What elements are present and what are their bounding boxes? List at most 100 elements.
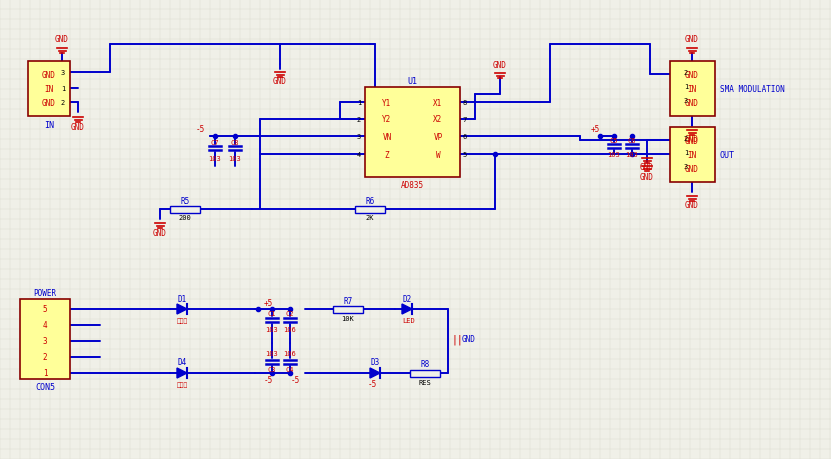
Text: 5: 5 — [42, 305, 47, 314]
Bar — [365, 88, 460, 178]
Text: 7: 7 — [463, 117, 467, 123]
Text: 103: 103 — [229, 156, 241, 162]
Text: IN: IN — [687, 84, 696, 93]
Text: AD835: AD835 — [401, 180, 424, 189]
Text: OUT: OUT — [720, 150, 735, 159]
Text: 5: 5 — [463, 151, 467, 157]
Text: VN: VN — [382, 132, 391, 141]
Text: U1: U1 — [407, 77, 417, 86]
Polygon shape — [402, 304, 412, 314]
Text: C2: C2 — [286, 310, 294, 316]
Polygon shape — [177, 368, 187, 378]
Text: 8: 8 — [463, 100, 467, 106]
Text: 二极管: 二极管 — [176, 318, 188, 323]
Text: 103: 103 — [266, 326, 278, 332]
Text: C1: C1 — [268, 310, 276, 316]
Text: ||: || — [452, 334, 464, 345]
Bar — [670, 62, 715, 117]
Bar — [410, 369, 440, 377]
Text: 10K: 10K — [342, 315, 354, 321]
Text: RES: RES — [419, 379, 431, 385]
Text: 二极管: 二极管 — [176, 381, 188, 387]
Text: GND: GND — [685, 70, 699, 79]
Text: GND: GND — [685, 135, 699, 144]
Text: 2: 2 — [684, 136, 688, 142]
Text: 3: 3 — [42, 337, 47, 346]
Text: 6: 6 — [463, 134, 467, 140]
Text: GND: GND — [153, 229, 167, 238]
Text: GND: GND — [685, 35, 699, 45]
Text: 3: 3 — [61, 70, 65, 76]
Text: C5: C5 — [610, 138, 618, 144]
Text: GND: GND — [640, 172, 654, 181]
Text: +5: +5 — [590, 124, 600, 133]
Text: 4: 4 — [42, 321, 47, 330]
Text: 106: 106 — [283, 350, 297, 356]
Text: GND: GND — [273, 77, 287, 86]
Text: R8: R8 — [420, 360, 430, 369]
Text: 3: 3 — [356, 134, 361, 140]
Text: -5: -5 — [290, 375, 300, 385]
Text: VP: VP — [434, 132, 443, 141]
Text: 200: 200 — [179, 214, 191, 220]
Bar — [333, 306, 363, 313]
Text: 1: 1 — [61, 86, 65, 92]
Text: 2: 2 — [356, 117, 361, 123]
Text: R6: R6 — [366, 197, 375, 206]
Text: D2: D2 — [402, 294, 411, 303]
Text: 2: 2 — [61, 100, 65, 106]
Text: 103: 103 — [626, 151, 638, 157]
Text: GND: GND — [55, 35, 69, 45]
Text: C6: C6 — [627, 138, 637, 144]
Text: 103: 103 — [209, 156, 221, 162]
Bar — [28, 62, 70, 117]
Text: 1: 1 — [42, 369, 47, 378]
Polygon shape — [370, 368, 380, 378]
Text: GND: GND — [42, 98, 56, 107]
Text: 103: 103 — [266, 350, 278, 356]
Bar — [355, 206, 385, 213]
Text: CON5: CON5 — [35, 383, 55, 392]
Text: -5: -5 — [195, 125, 204, 134]
Text: 103: 103 — [607, 151, 621, 157]
Text: -5: -5 — [263, 375, 273, 385]
Text: GND: GND — [685, 98, 699, 107]
Text: D1: D1 — [177, 294, 187, 303]
Text: 1: 1 — [684, 150, 688, 156]
Polygon shape — [177, 304, 187, 314]
Text: GND: GND — [493, 61, 507, 69]
Text: SMA MODULATION: SMA MODULATION — [720, 84, 784, 93]
Text: 4: 4 — [356, 151, 361, 157]
Text: R5: R5 — [180, 197, 189, 206]
Text: C7: C7 — [211, 140, 219, 146]
Bar — [170, 206, 200, 213]
Text: C8: C8 — [231, 140, 239, 146]
Text: X2: X2 — [434, 115, 443, 124]
Text: 2: 2 — [42, 353, 47, 362]
Text: 1: 1 — [356, 100, 361, 106]
Text: C4: C4 — [286, 366, 294, 372]
Text: GND: GND — [71, 123, 85, 132]
Text: D3: D3 — [371, 358, 380, 367]
Text: D4: D4 — [177, 358, 187, 367]
Text: POWER: POWER — [33, 288, 57, 297]
Bar — [20, 299, 70, 379]
Text: LED: LED — [403, 317, 416, 323]
Text: GND: GND — [42, 70, 56, 79]
Text: 106: 106 — [283, 326, 297, 332]
Text: 1: 1 — [684, 84, 688, 90]
Text: Z: Z — [385, 150, 389, 159]
Text: R7: R7 — [343, 296, 352, 305]
Text: C3: C3 — [268, 366, 276, 372]
Text: GND: GND — [462, 335, 476, 344]
Text: GND: GND — [685, 201, 699, 210]
Bar — [670, 128, 715, 183]
Text: IN: IN — [687, 150, 696, 159]
Text: -5: -5 — [367, 380, 376, 389]
Text: 2K: 2K — [366, 214, 374, 220]
Text: Y1: Y1 — [382, 98, 391, 107]
Text: GND: GND — [685, 136, 699, 145]
Text: X1: X1 — [434, 98, 443, 107]
Text: GND: GND — [685, 164, 699, 173]
Text: GND: GND — [640, 163, 654, 172]
